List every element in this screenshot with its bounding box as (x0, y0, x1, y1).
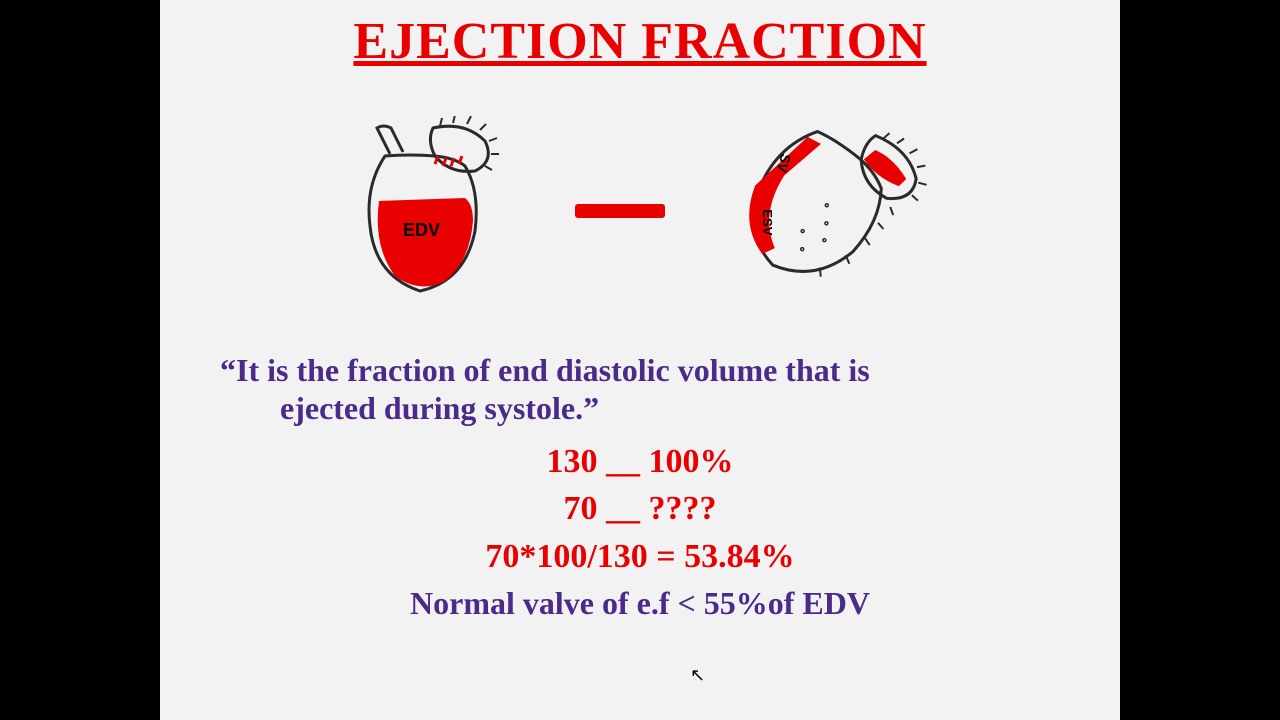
calc-line-1: 130 __ 100% (160, 438, 1120, 486)
definition-text: “It is the fraction of end diastolic vol… (220, 351, 1060, 428)
heart-edv-icon: EDV (335, 116, 515, 306)
cursor-icon: ↖ (690, 665, 705, 686)
slide: EJECTION FRACTION EDV (160, 0, 1120, 720)
slide-title: EJECTION FRACTION (160, 12, 1120, 71)
normal-value-text: Normal valve of e.f < 55%of EDV (160, 585, 1120, 622)
minus-icon (575, 204, 665, 218)
diagram-row: EDV (160, 101, 1120, 321)
heart-sv-icon: SV ESV (725, 116, 945, 306)
definition-line1: “It is the fraction of end diastolic vol… (220, 352, 870, 388)
calculation-block: 130 __ 100% 70 __ ???? 70*100/130 = 53.8… (160, 438, 1120, 581)
calc-line-2: 70 __ ???? (160, 485, 1120, 533)
definition-line2: ejected during systole.” (220, 389, 1060, 427)
calc-line-3: 70*100/130 = 53.84% (160, 533, 1120, 581)
heart1-label: EDV (403, 220, 440, 240)
heart2-label-esv: ESV (760, 209, 775, 235)
